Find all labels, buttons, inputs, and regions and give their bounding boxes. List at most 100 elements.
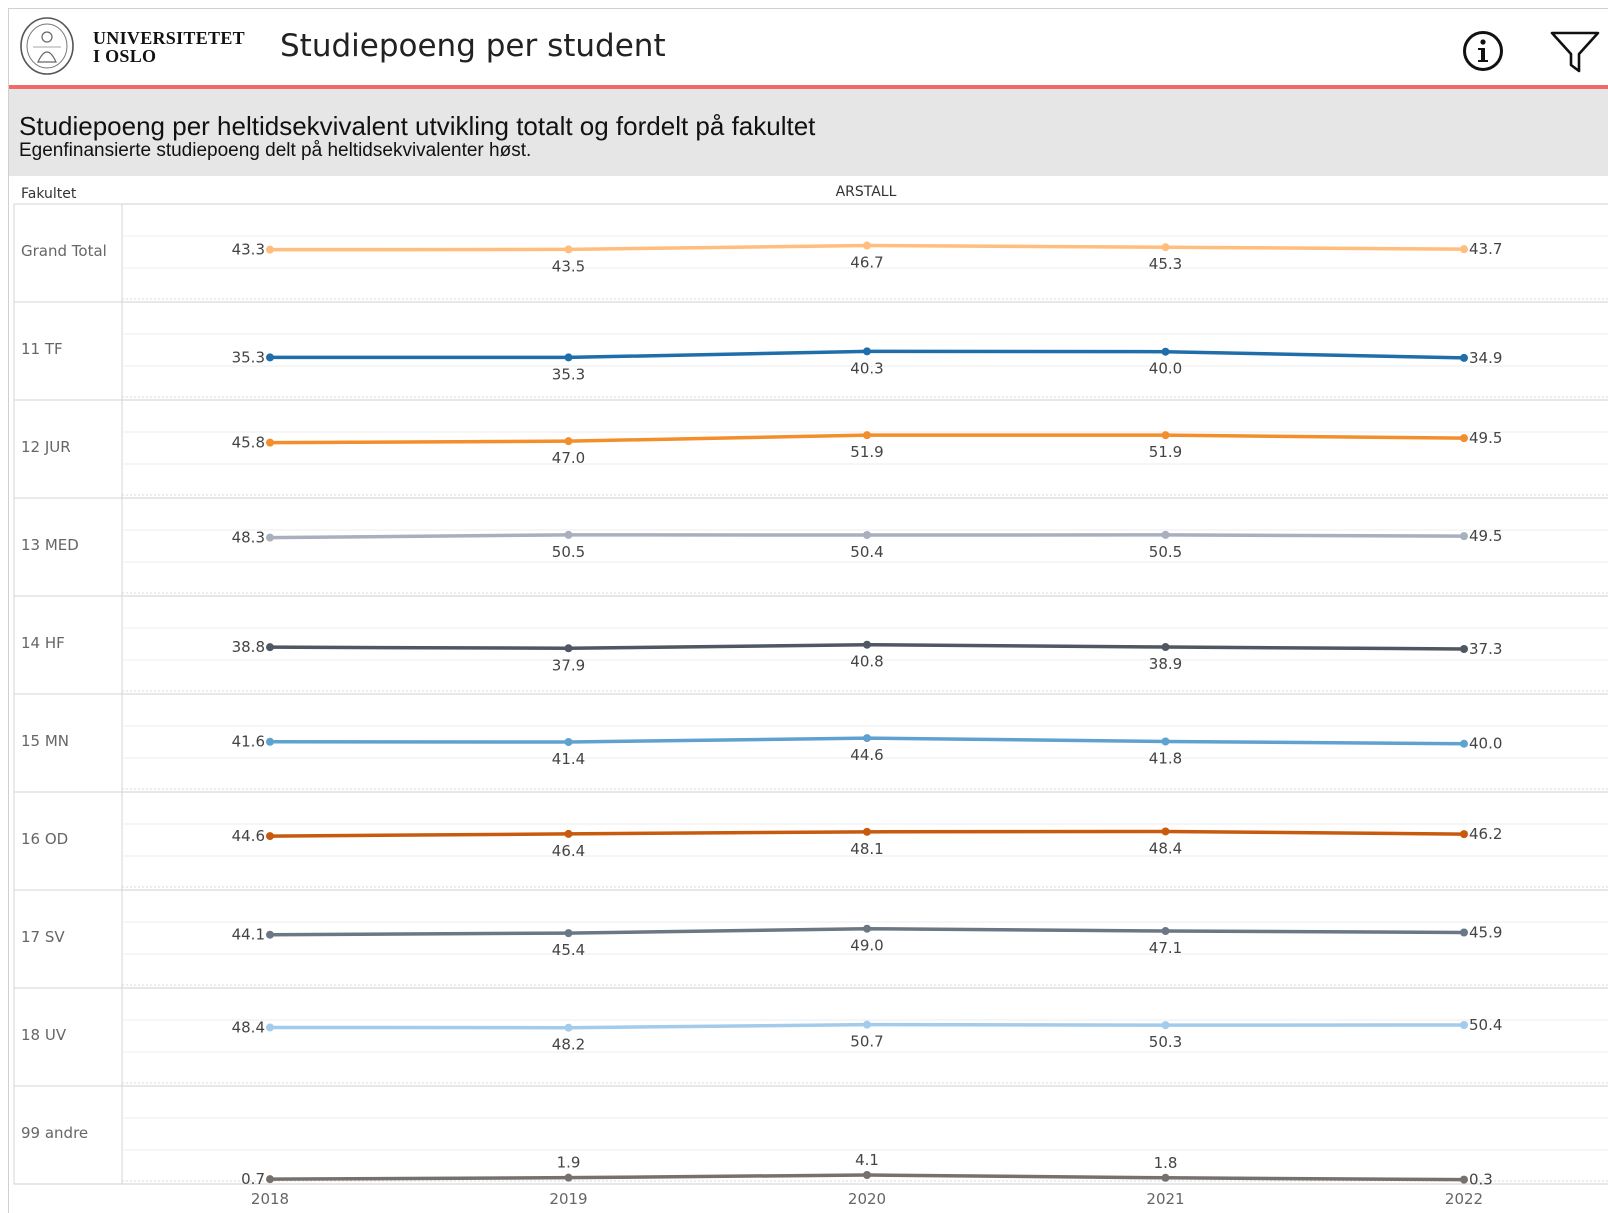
data-point	[1161, 243, 1170, 252]
data-label: 49.5	[1469, 527, 1502, 545]
data-label: 37.3	[1469, 640, 1502, 658]
row-label: 12 JUR	[21, 438, 71, 456]
data-point	[1161, 431, 1170, 440]
data-label: 51.9	[850, 443, 883, 461]
data-label: 40.0	[1469, 735, 1502, 753]
row-label: 16 OD	[21, 830, 68, 848]
university-name-line2: I OSLO	[93, 46, 157, 66]
data-label: 46.2	[1469, 825, 1502, 843]
data-label: 38.9	[1149, 655, 1182, 673]
data-label: 45.8	[232, 434, 265, 452]
data-point	[564, 1173, 573, 1182]
row-header-cell	[13, 497, 123, 597]
x-tick-label: 2022	[1445, 1190, 1483, 1208]
data-point	[1161, 1173, 1170, 1182]
data-point	[863, 241, 871, 250]
data-label: 44.6	[232, 827, 265, 845]
data-label: 43.7	[1469, 240, 1502, 258]
data-point	[266, 353, 274, 362]
row-header-cell	[13, 301, 123, 401]
data-point	[266, 643, 274, 652]
data-label: 1.8	[1154, 1154, 1178, 1172]
row-header-cell	[13, 399, 123, 499]
row-header-cell	[13, 987, 123, 1087]
university-seal-logo	[20, 17, 74, 75]
data-label: 34.9	[1469, 349, 1502, 367]
row-label: 17 SV	[21, 928, 65, 946]
data-point	[266, 1175, 274, 1184]
data-point	[1460, 1175, 1468, 1184]
data-point	[266, 438, 274, 447]
x-tick-label: 2021	[1146, 1190, 1184, 1208]
data-label: 41.8	[1149, 750, 1182, 768]
data-point	[1460, 644, 1468, 653]
data-label: 4.1	[855, 1151, 879, 1169]
data-point	[1161, 737, 1170, 746]
data-point	[564, 530, 573, 539]
row-header-cell	[13, 203, 123, 303]
data-label: 50.7	[850, 1033, 883, 1051]
data-label: 38.8	[232, 638, 265, 656]
data-label: 47.0	[552, 449, 585, 467]
data-point	[1460, 353, 1468, 362]
data-label: 44.6	[850, 746, 883, 764]
data-point	[564, 829, 573, 838]
app-title: Studiepoeng per student	[280, 28, 666, 64]
data-label: 48.2	[552, 1036, 585, 1054]
data-point	[1161, 927, 1170, 936]
data-label: 46.7	[850, 254, 883, 272]
data-label: 48.4	[1149, 839, 1182, 857]
data-point	[863, 640, 871, 649]
data-point	[1161, 530, 1170, 539]
chart-title: Studiepoeng per heltidsekvivalent utvikl…	[19, 111, 816, 141]
filter-funnel-icon[interactable]	[1550, 30, 1600, 74]
data-label: 41.4	[552, 750, 585, 768]
row-header-cell	[13, 693, 123, 793]
data-label: 50.3	[1149, 1033, 1182, 1051]
data-label: 45.4	[552, 941, 585, 959]
row-label: 11 TF	[21, 340, 63, 358]
data-label: 50.5	[552, 543, 585, 561]
data-label: 35.3	[232, 348, 265, 366]
data-point	[863, 1170, 871, 1179]
data-point	[1460, 739, 1468, 748]
data-label: 0.3	[1469, 1171, 1493, 1189]
data-point	[863, 827, 871, 836]
data-point	[266, 245, 274, 254]
data-point	[1161, 827, 1170, 836]
data-label: 49.5	[1469, 429, 1502, 447]
data-label: 43.3	[232, 241, 265, 259]
data-point	[564, 1023, 573, 1032]
data-point	[266, 533, 274, 542]
data-label: 45.9	[1469, 924, 1502, 942]
data-label: 37.9	[552, 656, 585, 674]
data-point	[266, 1023, 274, 1032]
x-tick-label: 2020	[848, 1190, 886, 1208]
data-label: 48.4	[232, 1018, 265, 1036]
data-point	[1161, 643, 1170, 652]
x-tick-label: 2019	[549, 1190, 587, 1208]
info-circle-icon[interactable]	[1462, 30, 1504, 72]
data-point	[1460, 1021, 1468, 1030]
data-label: 51.9	[1149, 443, 1182, 461]
data-point	[266, 832, 274, 841]
row-header-cell	[13, 595, 123, 695]
data-label: 1.9	[557, 1154, 581, 1172]
app-header	[9, 9, 1608, 85]
data-label: 44.1	[232, 926, 265, 944]
data-point	[863, 431, 871, 440]
data-label: 47.1	[1149, 939, 1182, 957]
dashboard-frame	[8, 8, 1608, 1213]
data-point	[863, 347, 871, 356]
data-point	[1161, 347, 1170, 356]
data-point	[564, 437, 573, 446]
data-label: 50.4	[1469, 1016, 1502, 1034]
data-point	[1460, 928, 1468, 937]
data-point	[1460, 245, 1468, 254]
data-label: 49.0	[850, 937, 883, 955]
data-point	[266, 930, 274, 939]
data-label: 48.1	[850, 840, 883, 858]
data-label: 0.7	[241, 1170, 265, 1188]
x-tick-label: 2018	[251, 1190, 289, 1208]
